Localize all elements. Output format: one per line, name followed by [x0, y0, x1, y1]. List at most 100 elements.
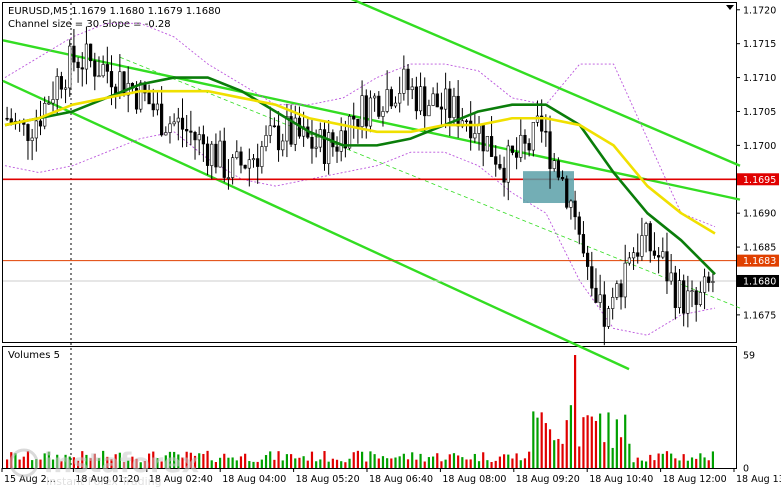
candle — [682, 280, 686, 314]
candle — [527, 143, 531, 151]
candle — [661, 251, 665, 258]
price-tick-label: 1.1705 — [743, 107, 776, 118]
series-ma-green — [4, 76, 716, 276]
price-tick-label: 1.1710 — [743, 73, 776, 84]
candle — [435, 93, 439, 108]
candle — [205, 143, 210, 166]
candle — [439, 106, 444, 110]
envelope-line — [4, 22, 716, 228]
channel-info: Channel size = 30 Slope = -0.28 — [8, 19, 171, 30]
candle — [707, 276, 711, 283]
candle — [364, 95, 368, 127]
candle — [59, 76, 63, 90]
candle — [97, 75, 101, 78]
support-label-box — [737, 254, 779, 267]
candle — [619, 283, 623, 298]
candle — [356, 118, 360, 127]
envelope-line — [4, 131, 716, 336]
volume-tick-label: 59 — [743, 351, 755, 362]
scroll-marker-icon — [726, 5, 734, 10]
candle — [243, 164, 247, 169]
candle — [602, 294, 606, 327]
candle — [38, 120, 43, 127]
candle — [444, 88, 448, 110]
candle — [523, 134, 527, 144]
candle — [93, 60, 97, 77]
candle — [669, 272, 673, 282]
candle — [702, 276, 707, 293]
candle — [611, 297, 615, 309]
channel-line — [119, 56, 741, 309]
candle — [389, 89, 393, 107]
support-label: 1.1683 — [743, 256, 776, 267]
candle — [155, 103, 160, 111]
candle — [485, 136, 489, 152]
candle — [464, 120, 469, 123]
price-tick-label: 1.1715 — [743, 39, 776, 50]
candle — [586, 252, 590, 267]
candle — [185, 128, 189, 132]
price-tick-label: 1.1690 — [743, 209, 776, 220]
candle — [197, 134, 201, 141]
candle — [352, 115, 356, 120]
candle — [251, 158, 256, 161]
time-tick-label: 18 Aug 01:20 — [75, 474, 139, 485]
candle — [402, 68, 406, 94]
candle — [285, 116, 289, 142]
candle — [310, 136, 314, 149]
candle — [231, 157, 235, 178]
candle — [147, 92, 151, 105]
candle — [222, 140, 226, 178]
candle — [168, 123, 172, 133]
candle — [644, 223, 648, 236]
volume-tick-label: 0 — [743, 464, 749, 475]
candle — [339, 130, 343, 152]
candle — [398, 93, 402, 104]
candle — [565, 178, 569, 208]
candle — [327, 132, 331, 164]
candle — [381, 111, 385, 117]
candle — [180, 117, 185, 130]
time-tick-label: 18 Aug 12:00 — [663, 474, 727, 485]
candle — [360, 95, 364, 127]
candle — [431, 93, 435, 106]
candle — [335, 146, 339, 152]
candle — [698, 292, 702, 305]
price-label: 1.1680 — [743, 276, 776, 287]
time-tick-label: 18 Aug 05:20 — [296, 474, 360, 485]
price-tick-label: 1.1720 — [743, 5, 776, 16]
candle — [615, 283, 619, 298]
candle — [47, 102, 51, 105]
candle — [276, 125, 281, 151]
candle — [393, 102, 398, 107]
candle — [318, 129, 322, 148]
candle — [560, 177, 565, 180]
candle — [406, 68, 410, 91]
candle — [498, 164, 502, 169]
candle — [51, 99, 55, 104]
volume-panel — [2, 346, 737, 469]
candle — [256, 158, 260, 167]
candle — [164, 132, 168, 136]
candle — [201, 134, 205, 145]
candle — [481, 123, 485, 152]
candle — [264, 135, 268, 147]
candle — [247, 159, 251, 169]
candle — [581, 234, 586, 254]
price-tick-label: 1.1685 — [743, 243, 776, 254]
price-tick-label: 1.1675 — [743, 310, 776, 321]
candle — [55, 76, 59, 100]
brand-name: instaforex — [44, 448, 199, 479]
candle — [489, 136, 494, 157]
candle — [531, 122, 535, 151]
candle — [506, 145, 510, 183]
candle — [548, 131, 552, 169]
symbol-info: EURUSD,M5 1.1679 1.1680 1.1679 1.1680 — [8, 6, 221, 17]
candle — [448, 88, 452, 118]
candle — [673, 272, 677, 308]
candle — [343, 130, 347, 149]
time-tick-label: 18 Aug 13:20 — [736, 474, 781, 485]
candle — [686, 290, 690, 314]
candle — [63, 87, 68, 90]
